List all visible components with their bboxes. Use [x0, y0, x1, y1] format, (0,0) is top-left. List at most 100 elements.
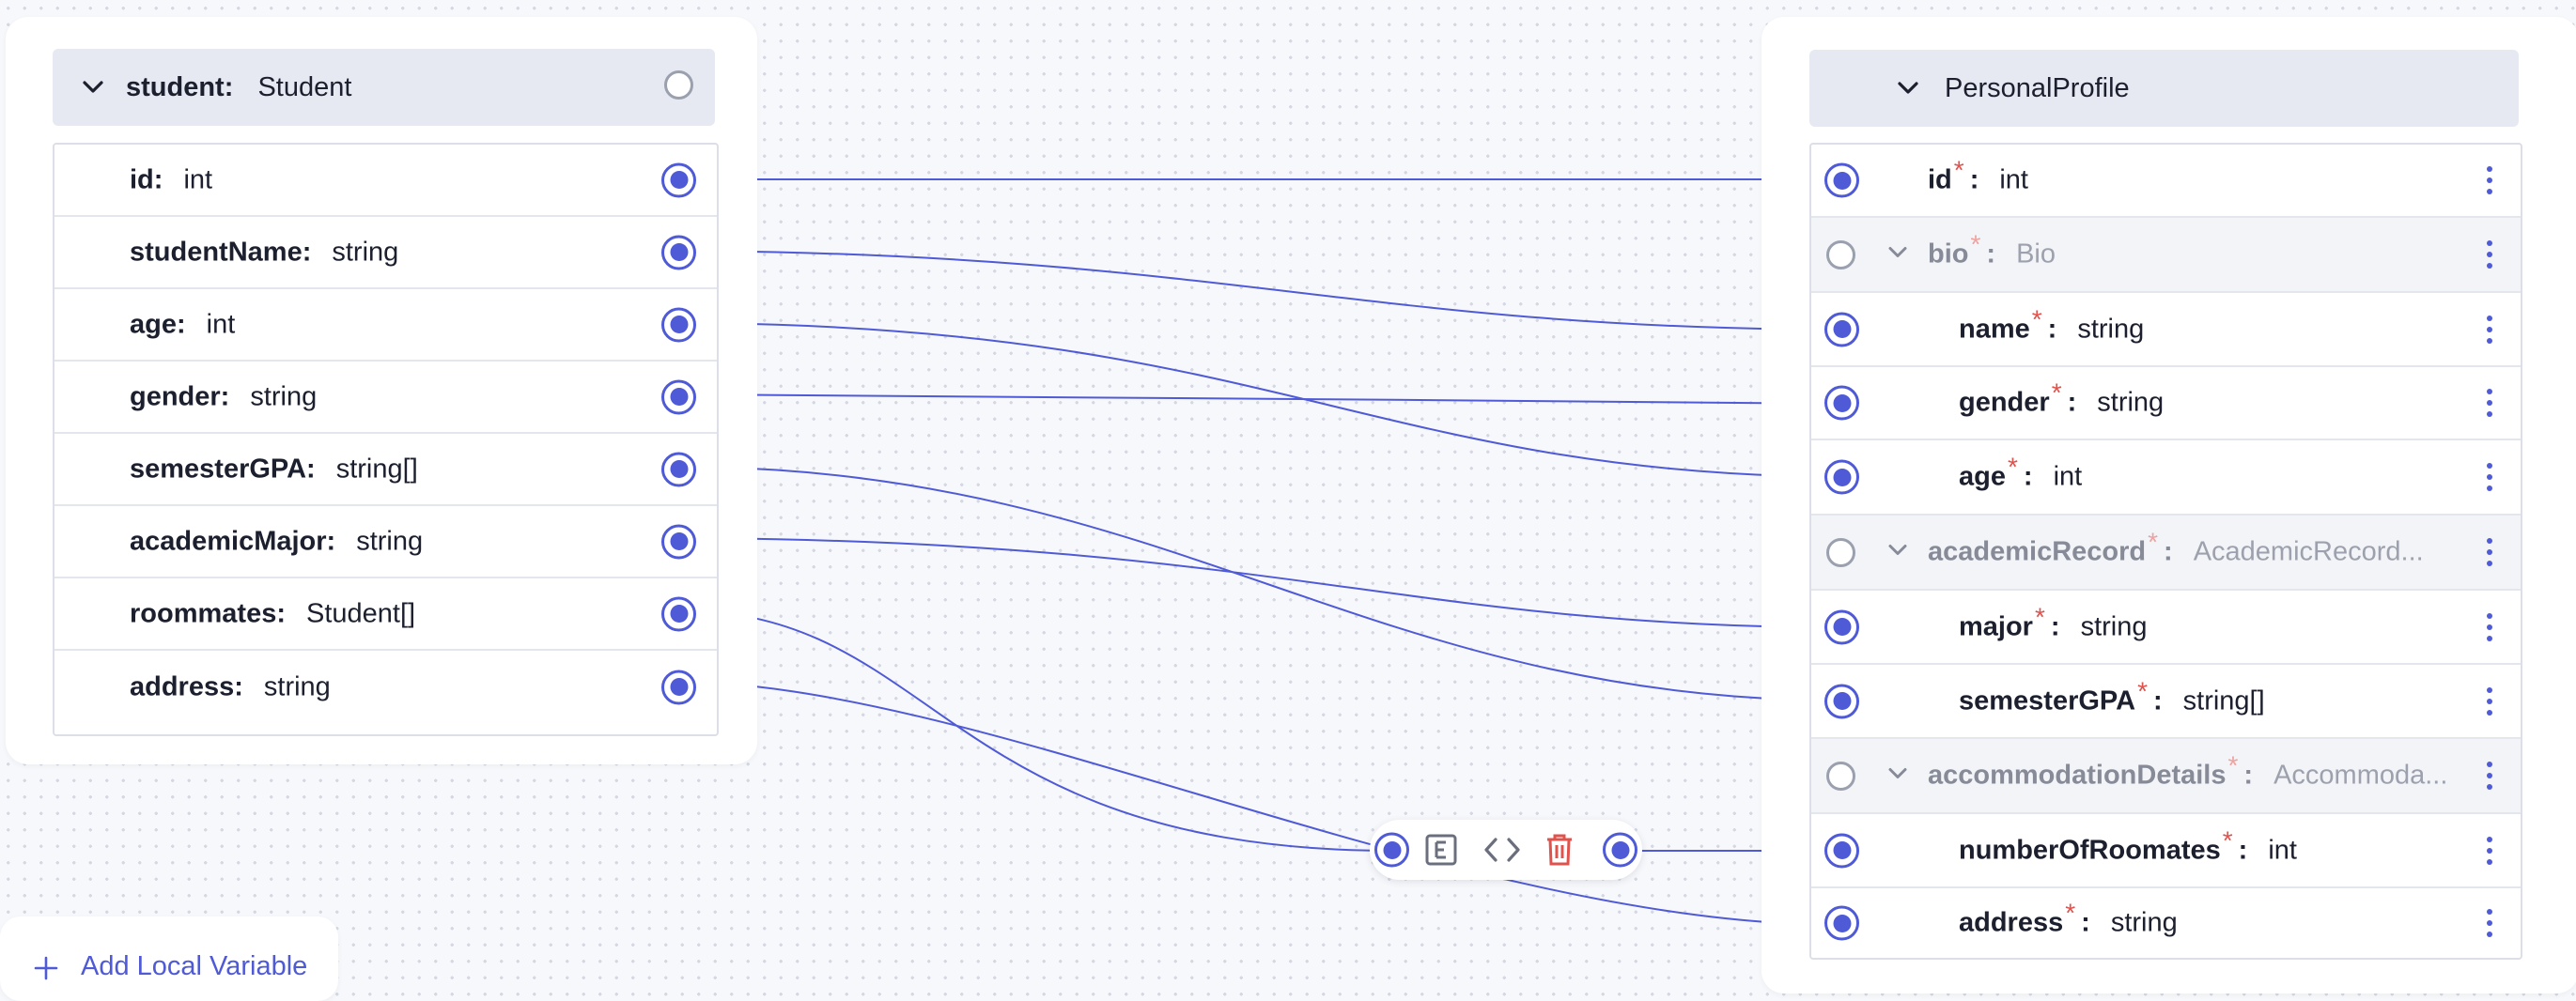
field-type: string — [332, 237, 399, 267]
expression-output-port[interactable] — [1603, 832, 1637, 868]
target-group-academicRecord: academicRecord*: AcademicRecord... — [1811, 516, 2521, 591]
target-port-gender[interactable] — [1824, 385, 1859, 421]
kebab-menu-icon[interactable] — [2485, 835, 2494, 867]
field-name: address — [1959, 907, 2064, 938]
target-field-numberOfRoomates: numberOfRoomates*: int — [1811, 814, 2521, 888]
expression-e-icon[interactable] — [1424, 833, 1458, 867]
kebab-menu-icon[interactable] — [2485, 387, 2494, 419]
chevron-down-icon[interactable] — [1886, 762, 1909, 790]
target-field-list: id*: int bio*: Bio name*: string gender*: st… — [1809, 143, 2522, 960]
source-port-academicMajor[interactable] — [661, 524, 696, 559]
field-name: semesterGPA: — [130, 454, 316, 484]
field-separator: : — [1969, 164, 1979, 195]
field-type: string — [2097, 387, 2165, 418]
expression-input-port[interactable] — [1374, 832, 1409, 868]
required-marker: * — [2148, 527, 2159, 557]
required-marker: * — [2222, 825, 2233, 855]
plus-icon[interactable] — [34, 956, 58, 985]
chevron-down-icon[interactable] — [1886, 539, 1909, 566]
target-field-id: id*: int — [1811, 145, 2521, 218]
target-port-academicRecord[interactable] — [1826, 538, 1855, 567]
field-name: id: — [130, 164, 163, 194]
field-name: id — [1928, 164, 1952, 195]
source-field-address: address: string — [54, 651, 717, 723]
kebab-menu-icon[interactable] — [2485, 461, 2494, 493]
field-type: string — [356, 526, 424, 556]
target-port-bio[interactable] — [1826, 240, 1855, 270]
field-type: Bio — [2016, 239, 2056, 270]
chevron-down-icon[interactable] — [81, 75, 105, 100]
field-separator: : — [2081, 907, 2090, 938]
source-port-studentName[interactable] — [661, 235, 696, 270]
source-port-age[interactable] — [661, 307, 696, 342]
source-port-address[interactable] — [661, 670, 696, 704]
field-type: Accommoda... — [2273, 760, 2448, 791]
field-name: age: — [130, 309, 186, 339]
wire-gender-to-gender[interactable] — [677, 393, 1842, 405]
chevron-down-icon[interactable] — [1896, 76, 1920, 100]
required-marker: * — [1970, 229, 1981, 259]
target-field-gender: gender*: string — [1811, 367, 2521, 440]
field-name: gender — [1959, 387, 2050, 418]
field-type: string[] — [2182, 685, 2265, 716]
required-marker: * — [2051, 377, 2062, 408]
target-group-bio: bio*: Bio — [1811, 218, 2521, 293]
target-field-address: address*: string — [1811, 888, 2521, 958]
target-port-accommodationDetails[interactable] — [1826, 762, 1855, 791]
source-field-academicMajor: academicMajor: string — [54, 506, 717, 578]
target-port-name[interactable] — [1824, 312, 1859, 346]
field-type: int — [2268, 835, 2297, 865]
wire-age-to-age[interactable] — [677, 322, 1842, 478]
source-field-roommates: roommates: Student[] — [54, 578, 717, 651]
wire-address-to-address[interactable] — [677, 681, 1842, 926]
field-name: major — [1959, 611, 2033, 641]
add-local-variable-button[interactable]: Add Local Variable — [81, 951, 308, 981]
trash-icon[interactable] — [1544, 833, 1575, 867]
target-port-address[interactable] — [1824, 905, 1859, 941]
required-marker: * — [2007, 452, 2018, 482]
expression-node-toolbar — [1370, 820, 1642, 880]
kebab-menu-icon[interactable] — [2485, 239, 2494, 270]
required-marker: * — [2034, 602, 2045, 631]
target-group-accommodationDetails: accommodationDetails*: Accommoda... — [1811, 739, 2521, 814]
source-port-id[interactable] — [661, 162, 696, 197]
field-separator: : — [2050, 611, 2060, 641]
wire-academicMajor-to-major[interactable] — [677, 537, 1842, 628]
source-header[interactable]: student: Student — [53, 49, 715, 126]
kebab-menu-icon[interactable] — [2485, 164, 2494, 196]
field-type: string[] — [335, 454, 418, 484]
target-field-name: name*: string — [1811, 293, 2521, 367]
field-name: age — [1959, 461, 2006, 492]
source-port-gender[interactable] — [661, 379, 696, 414]
kebab-menu-icon[interactable] — [2485, 611, 2494, 643]
wire-roommates-to-expression[interactable] — [677, 609, 1392, 852]
kebab-menu-icon[interactable] — [2485, 314, 2494, 346]
field-name: name — [1959, 314, 2030, 344]
source-record-port[interactable] — [664, 70, 693, 100]
field-type: int — [206, 309, 236, 339]
target-port-age[interactable] — [1824, 459, 1859, 495]
field-name: gender: — [130, 381, 230, 411]
target-port-id[interactable] — [1824, 162, 1859, 198]
target-port-major[interactable] — [1824, 609, 1859, 644]
target-port-numberOfRoomates[interactable] — [1824, 833, 1859, 868]
kebab-menu-icon[interactable] — [2485, 907, 2494, 939]
kebab-menu-icon[interactable] — [2485, 760, 2494, 792]
code-brackets-icon[interactable] — [1482, 836, 1522, 864]
target-port-semesterGPA[interactable] — [1824, 684, 1859, 718]
kebab-menu-icon[interactable] — [2485, 685, 2494, 717]
chevron-down-icon[interactable] — [1886, 241, 1909, 269]
wire-studentName-to-name[interactable] — [677, 250, 1842, 331]
source-port-roommates[interactable] — [661, 596, 696, 631]
required-marker: * — [2065, 898, 2076, 928]
field-type: int — [1999, 164, 2028, 195]
field-separator: : — [2243, 760, 2254, 791]
field-name: academicMajor: — [130, 526, 336, 556]
kebab-menu-icon[interactable] — [2485, 536, 2494, 568]
field-separator: : — [2023, 461, 2033, 492]
source-port-semesterGPA[interactable] — [661, 452, 696, 486]
target-header[interactable]: PersonalProfile — [1809, 50, 2519, 127]
wire-semesterGPA-to-semesterGPA[interactable] — [677, 466, 1842, 701]
field-name: semesterGPA — [1959, 685, 2136, 716]
